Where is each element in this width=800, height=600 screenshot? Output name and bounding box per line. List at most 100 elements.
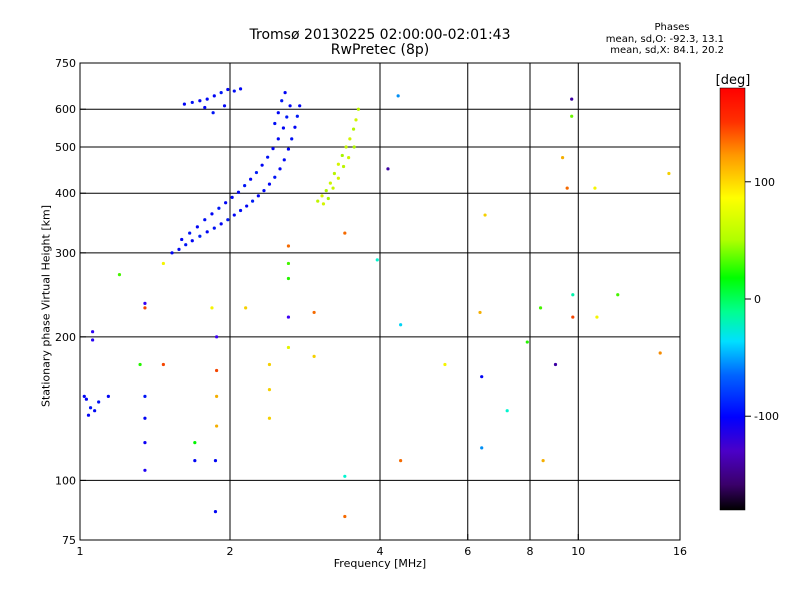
data-point xyxy=(320,194,324,198)
data-point xyxy=(91,338,95,342)
x-tick-label: 16 xyxy=(673,545,687,558)
data-point xyxy=(203,105,207,110)
data-point xyxy=(331,186,335,190)
colorbar-tick-label: -100 xyxy=(754,410,779,423)
data-point xyxy=(570,97,574,101)
y-tick-label: 300 xyxy=(55,247,76,260)
data-point xyxy=(91,330,95,334)
data-point xyxy=(88,406,93,410)
data-point xyxy=(295,114,299,118)
data-point xyxy=(267,182,272,186)
data-point xyxy=(286,244,291,248)
data-point xyxy=(386,167,390,171)
data-point xyxy=(198,99,202,103)
data-point xyxy=(480,446,484,450)
data-point xyxy=(273,121,277,126)
data-point xyxy=(285,115,289,119)
data-point xyxy=(351,127,356,131)
data-point xyxy=(193,459,197,463)
y-tick-label: 500 xyxy=(55,141,76,154)
data-point xyxy=(210,212,214,216)
data-point xyxy=(399,459,403,463)
data-point xyxy=(84,397,88,401)
data-point xyxy=(286,276,291,281)
data-point xyxy=(341,164,346,169)
data-point xyxy=(213,459,218,463)
data-point xyxy=(553,362,558,367)
data-point xyxy=(286,345,291,350)
data-point xyxy=(238,208,243,213)
data-point xyxy=(267,388,272,392)
x-tick-label: 2 xyxy=(227,545,234,558)
data-point xyxy=(352,145,356,149)
data-point xyxy=(280,99,284,103)
data-point xyxy=(249,177,253,181)
data-point xyxy=(244,306,248,310)
data-point xyxy=(226,218,230,222)
data-point xyxy=(236,190,241,194)
data-point xyxy=(267,416,272,420)
data-point xyxy=(219,91,223,95)
data-point xyxy=(332,171,336,176)
data-point xyxy=(399,323,403,327)
data-point xyxy=(106,394,110,399)
data-point xyxy=(161,362,165,367)
data-point xyxy=(336,162,340,166)
data-point xyxy=(211,111,215,115)
axis-ticks: 1 2 4 6 8 10 16 75 100 200 300 400 500 600 750 xyxy=(55,57,687,558)
data-point xyxy=(571,293,575,297)
data-point xyxy=(232,89,236,93)
data-point xyxy=(262,189,266,193)
grid-lines xyxy=(80,63,680,540)
data-point xyxy=(238,87,243,91)
data-point xyxy=(190,100,194,105)
data-point xyxy=(212,94,216,98)
colorbar-label: [deg] xyxy=(716,73,751,88)
chart-subtitle: RwPretec (8p) xyxy=(330,42,430,58)
data-point xyxy=(356,107,360,111)
data-point xyxy=(658,351,662,355)
x-tick-label: 8 xyxy=(527,545,534,558)
data-point xyxy=(143,394,147,399)
data-point xyxy=(143,416,147,420)
x-tick-label: 4 xyxy=(377,545,384,558)
data-point xyxy=(312,354,316,358)
data-points xyxy=(82,87,671,519)
data-point xyxy=(483,213,487,217)
data-point xyxy=(217,206,221,210)
data-point xyxy=(541,459,545,463)
data-point xyxy=(282,158,286,162)
data-point xyxy=(570,114,574,118)
data-point xyxy=(560,156,565,160)
data-point xyxy=(215,394,219,399)
data-point xyxy=(205,230,209,234)
y-tick-label: 400 xyxy=(55,187,76,200)
data-point xyxy=(190,239,194,243)
data-point xyxy=(667,171,671,176)
data-point xyxy=(324,189,328,193)
chart-title: Tromsø 20130225 02:00:00-02:01:43 xyxy=(249,27,511,43)
data-point xyxy=(271,147,275,151)
data-point xyxy=(326,196,330,201)
data-point xyxy=(177,247,181,251)
data-point xyxy=(375,258,379,262)
data-point xyxy=(232,213,236,217)
data-point xyxy=(170,251,174,255)
data-point xyxy=(226,87,230,92)
data-point xyxy=(336,176,340,180)
data-point xyxy=(205,97,209,101)
data-point xyxy=(198,234,202,238)
data-point xyxy=(143,441,147,445)
data-point xyxy=(180,237,184,242)
data-point xyxy=(266,155,270,159)
data-point xyxy=(93,409,97,413)
colorbar-scale xyxy=(719,87,746,511)
data-point xyxy=(343,231,347,235)
data-point xyxy=(571,315,575,319)
data-point xyxy=(525,340,529,344)
data-point xyxy=(143,301,147,306)
stats-o-mode: mean, sd,O: -92.3, 13.1 xyxy=(605,34,724,45)
data-point xyxy=(286,315,291,319)
data-point xyxy=(215,424,219,428)
